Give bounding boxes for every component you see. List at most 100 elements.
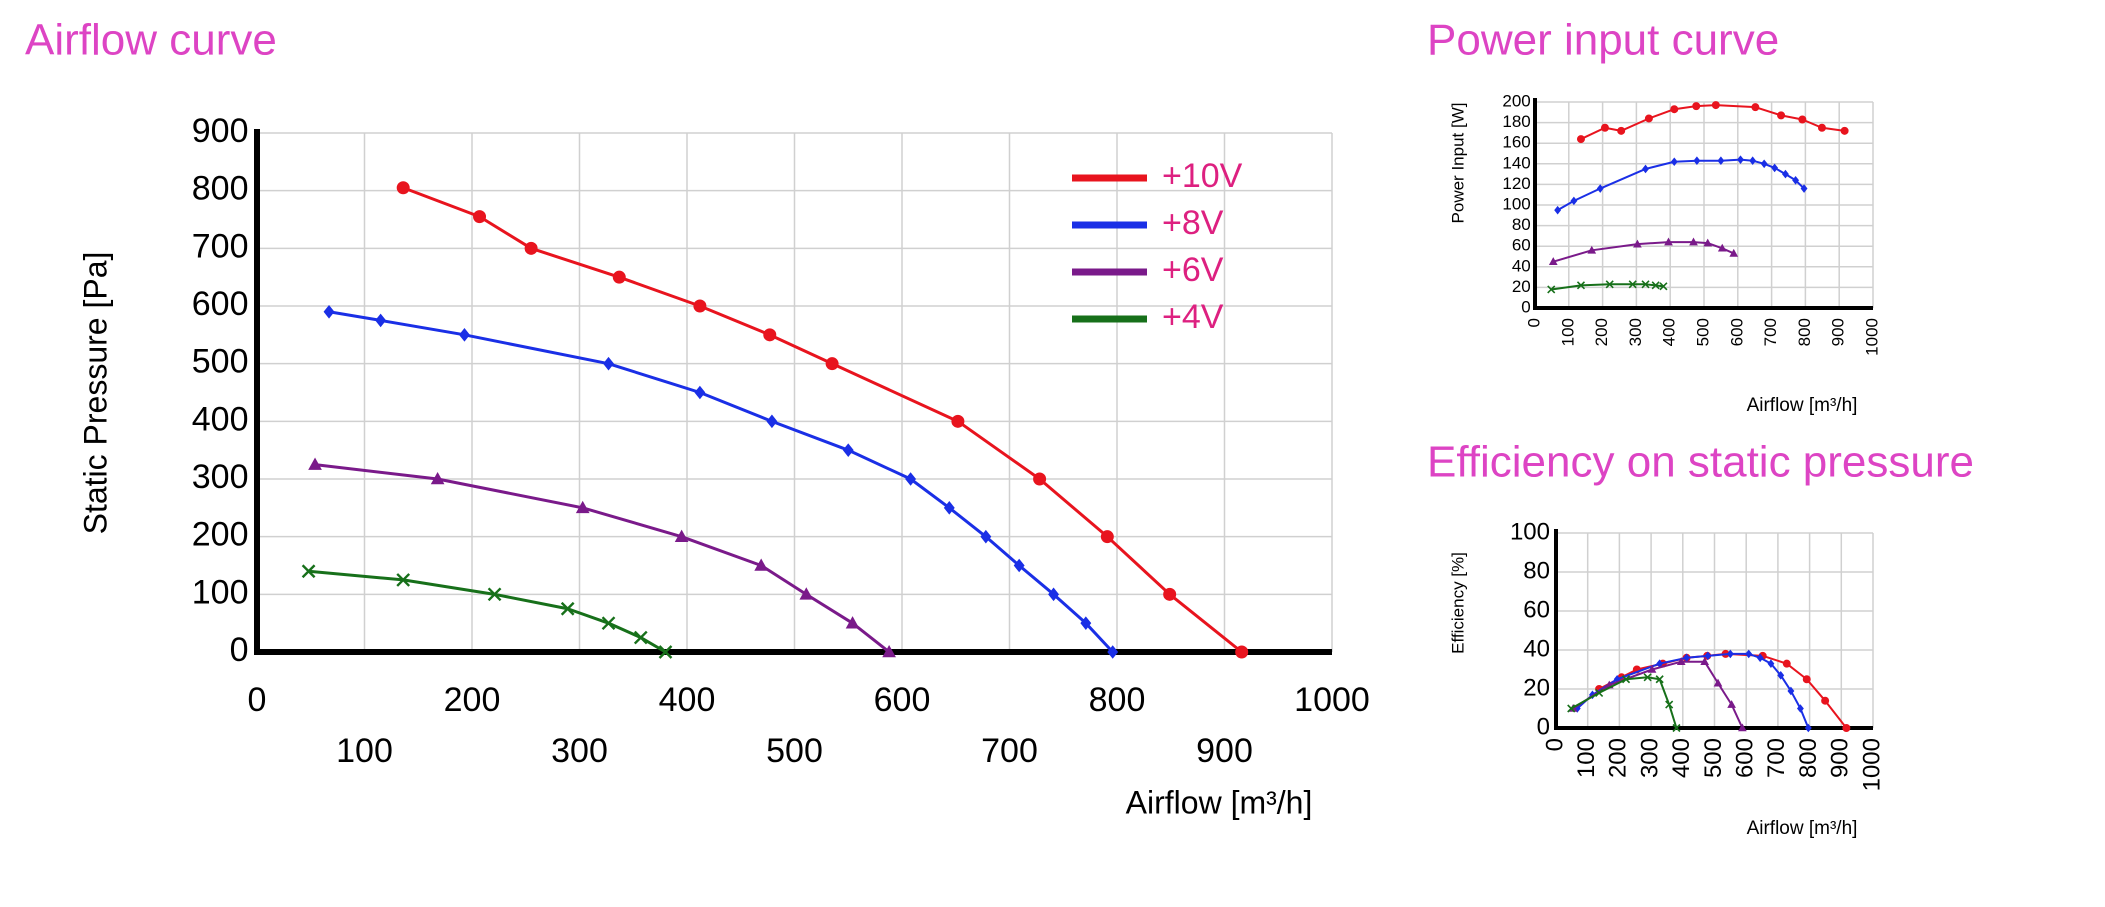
marker [882, 644, 896, 658]
x-tick-label: 400 [1668, 738, 1695, 778]
marker [1048, 587, 1060, 602]
y-tick-label: 500 [192, 343, 249, 381]
marker [1676, 657, 1686, 665]
x-axis-label: Airflow [m³/h] [1747, 818, 1858, 839]
chart: Power input curve02040608010012014016018… [1427, 16, 1881, 416]
x-tick-label: 200 [1592, 318, 1611, 346]
marker [1777, 111, 1786, 120]
y-tick-label: 100 [1502, 194, 1530, 213]
marker [1792, 175, 1800, 185]
x-tick-label: 800 [1795, 738, 1822, 778]
marker [1796, 704, 1804, 713]
marker [1738, 723, 1747, 732]
marker [1628, 280, 1637, 289]
y-tick-label: 0 [1521, 297, 1530, 316]
legend-label: +8V [1162, 204, 1224, 242]
series-line [1572, 660, 1744, 729]
x-tick-label: 1000 [1294, 681, 1370, 719]
marker [459, 328, 470, 342]
marker [375, 313, 387, 328]
x-tick-label: 700 [981, 732, 1038, 770]
marker [1587, 245, 1597, 254]
marker [1570, 196, 1578, 206]
marker [1013, 558, 1025, 573]
marker [1641, 280, 1650, 289]
marker [1804, 723, 1812, 733]
marker [1547, 285, 1556, 294]
y-tick-label: 140 [1502, 153, 1530, 172]
x-tick-label: 200 [1605, 738, 1632, 778]
series-line [328, 310, 1114, 654]
marker [1659, 282, 1668, 291]
marker [1756, 653, 1764, 663]
series-line [1576, 652, 1810, 729]
y-tick-label: 400 [192, 400, 249, 438]
marker [1700, 657, 1710, 665]
marker [473, 210, 487, 224]
x-tick-label: 500 [1700, 738, 1727, 778]
marker [1643, 673, 1652, 682]
marker [1745, 649, 1753, 659]
marker [1665, 700, 1674, 709]
marker [799, 587, 814, 600]
marker [1664, 237, 1673, 246]
x-tick-label: 100 [1558, 318, 1577, 346]
chart-title: Power input curve [1427, 16, 1779, 65]
marker [1644, 114, 1653, 123]
marker [1729, 248, 1739, 257]
marker [1760, 159, 1768, 169]
x-tick-label: 300 [1636, 738, 1663, 778]
marker [524, 241, 538, 255]
marker [633, 630, 648, 645]
y-tick-label: 60 [1512, 236, 1531, 255]
marker [766, 414, 778, 429]
chart: Airflow curve 0 100 200 300 400 500 600 700 800 90… [25, 16, 1370, 821]
x-tick-label: 0 [1541, 738, 1568, 751]
marker [1749, 156, 1757, 166]
marker [1633, 239, 1642, 248]
x-tick-label: 900 [1829, 318, 1848, 346]
y-tick-label: 60 [1523, 596, 1550, 623]
marker [825, 357, 839, 371]
marker [1777, 671, 1785, 680]
marker [612, 270, 626, 284]
marker [1842, 724, 1851, 732]
marker [674, 529, 689, 542]
marker [323, 304, 335, 319]
marker [1100, 530, 1114, 544]
y-tick-label: 160 [1502, 133, 1530, 152]
marker [1647, 664, 1657, 673]
y-tick-label: 700 [192, 227, 249, 265]
marker [1821, 696, 1830, 705]
marker [1642, 164, 1649, 174]
marker [601, 616, 616, 631]
y-axis-label: Static Pressure [Pa] [77, 252, 113, 535]
marker [1782, 169, 1789, 179]
marker [1163, 587, 1177, 601]
marker [308, 457, 322, 470]
marker [1595, 688, 1604, 697]
marker [1605, 280, 1614, 289]
x-tick-label: 700 [1763, 738, 1790, 778]
marker [1704, 651, 1712, 661]
marker [1737, 155, 1744, 164]
x-tick-label: 700 [1761, 318, 1780, 346]
marker [763, 328, 777, 342]
y-tick-label: 180 [1502, 112, 1530, 131]
x-tick-label: 100 [1573, 738, 1600, 778]
x-tick-label: 0 [1524, 318, 1543, 327]
marker [943, 501, 955, 515]
marker [1617, 126, 1626, 135]
x-tick-label: 800 [1089, 681, 1146, 719]
marker [1840, 126, 1849, 135]
y-tick-label: 800 [192, 170, 249, 208]
x-tick-label: 500 [1693, 318, 1712, 346]
y-tick-label: 200 [192, 516, 249, 554]
marker [1800, 184, 1808, 193]
marker [1751, 103, 1760, 112]
y-axis-label: Power Input [W] [1448, 103, 1467, 224]
marker [1787, 686, 1795, 696]
marker [1655, 675, 1664, 684]
marker [575, 500, 590, 514]
x-tick-label: 200 [444, 681, 501, 719]
